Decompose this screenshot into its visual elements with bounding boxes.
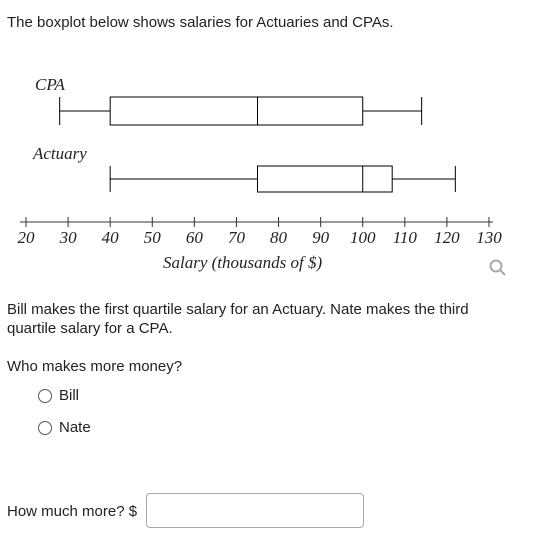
x-tick-label: 20 xyxy=(18,228,36,247)
search-icon xyxy=(489,259,506,276)
x-tick-label: 110 xyxy=(393,228,418,247)
x-tick-label: 90 xyxy=(312,228,330,247)
x-tick-label: 80 xyxy=(270,228,288,247)
answer-label: How much more? $ xyxy=(7,503,137,520)
answer-input[interactable] xyxy=(146,493,364,528)
x-tick-label: 70 xyxy=(228,228,246,247)
series-label: CPA xyxy=(35,75,66,94)
boxplot: Salary (thousands of $) 20 30 40 50 60 70 80 90… xyxy=(18,75,506,276)
x-tick-label: 50 xyxy=(144,228,162,247)
question-text: Bill makes the first quartile salary for… xyxy=(7,301,469,337)
option-label: Nate xyxy=(59,419,91,436)
x-axis-label: Salary (thousands of $) xyxy=(163,253,322,272)
intro-text: The boxplot below shows salaries for Act… xyxy=(7,14,394,31)
answer-label-text: How much more? xyxy=(7,503,125,520)
option-label: Bill xyxy=(59,387,80,404)
prompt-text: Who makes more money? xyxy=(7,358,183,375)
x-tick-label: 130 xyxy=(476,228,502,247)
box xyxy=(257,165,393,193)
currency: $ xyxy=(128,503,138,520)
option-radio[interactable]: Bill xyxy=(38,387,79,404)
x-tick-label: 120 xyxy=(434,228,460,247)
x-tick-label: 40 xyxy=(102,228,120,247)
box xyxy=(109,96,364,126)
x-tick-label: 100 xyxy=(350,228,376,247)
series-label: Actuary xyxy=(32,144,87,163)
option-radio[interactable]: Nate xyxy=(38,419,91,436)
x-tick-label: 60 xyxy=(186,228,204,247)
x-tick-label: 30 xyxy=(59,228,78,247)
